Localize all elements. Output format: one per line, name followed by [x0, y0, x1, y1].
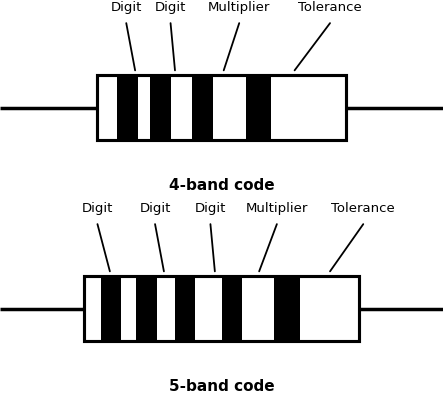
Bar: [84, 277, 359, 341]
Bar: [246, 76, 271, 140]
Text: Tolerance: Tolerance: [298, 1, 362, 14]
Bar: [192, 76, 213, 140]
Text: 5-band code: 5-band code: [169, 378, 274, 393]
Bar: [150, 76, 171, 140]
Text: Multiplier: Multiplier: [208, 1, 270, 14]
Text: Tolerance: Tolerance: [331, 202, 395, 215]
Text: Digit: Digit: [155, 1, 186, 14]
Bar: [136, 277, 157, 341]
Bar: [97, 76, 346, 140]
Bar: [101, 277, 121, 341]
Text: Digit: Digit: [111, 1, 142, 14]
Text: Multiplier: Multiplier: [246, 202, 308, 215]
Bar: [222, 277, 242, 341]
Text: 4-band code: 4-band code: [169, 178, 274, 192]
Text: Digit: Digit: [140, 202, 171, 215]
Bar: [97, 76, 346, 140]
Bar: [84, 277, 359, 341]
Bar: [117, 76, 138, 140]
Bar: [274, 277, 300, 341]
Text: Digit: Digit: [82, 202, 113, 215]
Bar: [175, 277, 195, 341]
Text: Digit: Digit: [195, 202, 226, 215]
